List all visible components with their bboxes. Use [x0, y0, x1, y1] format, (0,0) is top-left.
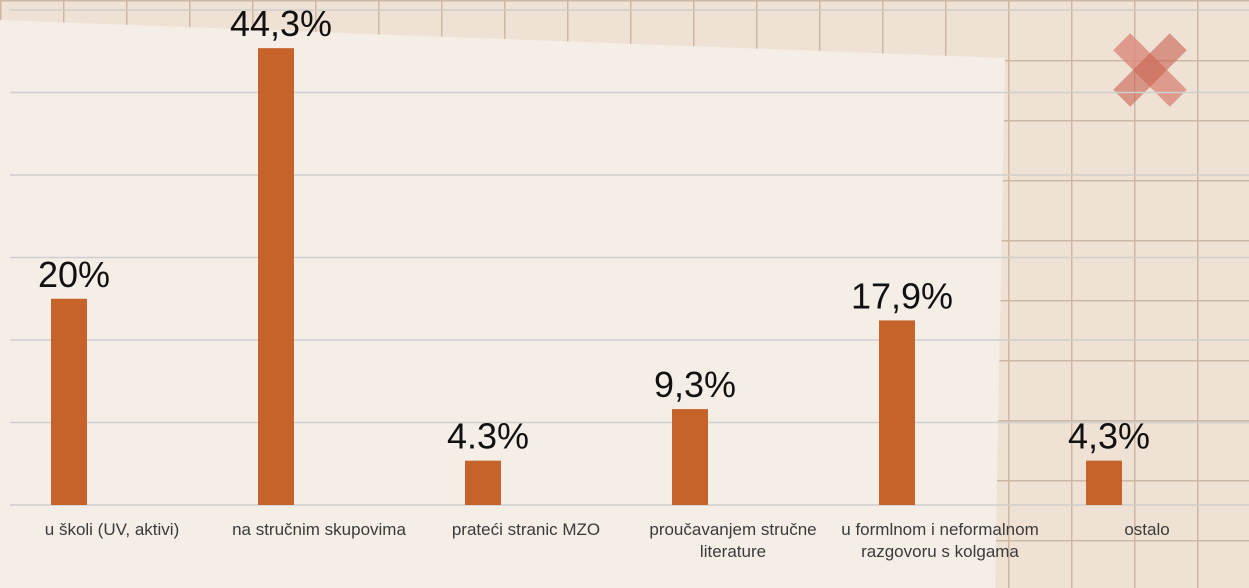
- bar: [258, 48, 294, 505]
- bar: [672, 409, 708, 505]
- x-tick-label: u formlnom i neformalnom razgovoru s kol…: [840, 519, 1040, 563]
- bar: [1086, 461, 1122, 505]
- x-tick-label: na stručnim skupovima: [219, 519, 419, 541]
- bar: [51, 299, 87, 505]
- bar: [465, 461, 501, 505]
- value-label: 20%: [38, 254, 110, 295]
- x-tick-label: prateći stranic MZO: [426, 519, 626, 541]
- x-tick-label: ostalo: [1047, 519, 1247, 541]
- value-label: 4.3%: [447, 416, 529, 457]
- chart-svg: 20% 44,3% 4.3% 9,3% 17,9% 4,3%: [0, 0, 1249, 588]
- bar: [879, 320, 915, 505]
- value-label: 9,3%: [654, 364, 736, 405]
- value-label: 4,3%: [1068, 416, 1150, 457]
- x-tick-label: u školi (UV, aktivi): [12, 519, 212, 541]
- value-label: 17,9%: [851, 275, 953, 316]
- chart: 20% 44,3% 4.3% 9,3% 17,9% 4,3% u školi (UV, a…: [0, 0, 1249, 588]
- x-tick-label: proučavanjem stručne literature: [633, 519, 833, 563]
- value-label: 44,3%: [230, 3, 332, 44]
